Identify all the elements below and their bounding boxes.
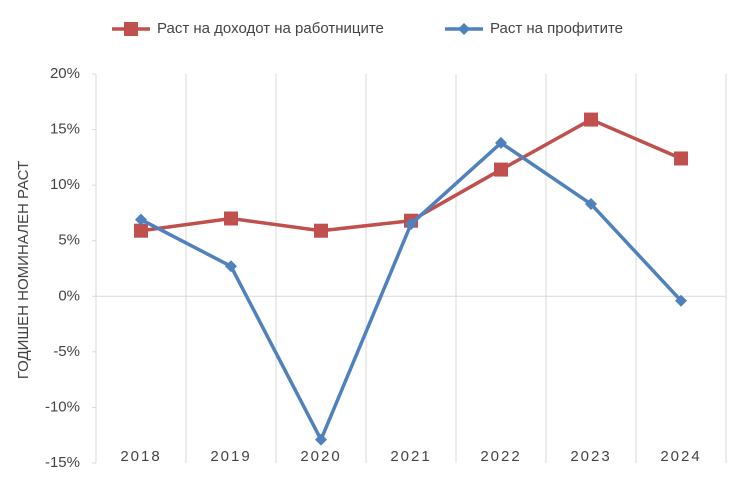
data-point: [314, 223, 328, 238]
data-point: [495, 136, 507, 149]
y-tick-label: 0%: [58, 287, 80, 304]
data-point: [405, 218, 417, 231]
x-tick-label: 2023: [570, 448, 611, 465]
legend-marker: [458, 23, 470, 35]
x-tick-label: 2020: [300, 448, 341, 465]
y-tick-label: 20%: [50, 65, 80, 82]
data-point: [224, 211, 238, 226]
data-point: [675, 294, 687, 307]
data-point: [135, 213, 147, 226]
y-tick-label: 5%: [58, 232, 80, 249]
data-point: [494, 162, 508, 177]
legend-label: Раст на профитите: [490, 20, 623, 37]
y-tick-label: 10%: [50, 176, 80, 193]
x-tick-label: 2021: [390, 448, 431, 465]
series-line: [140, 141, 683, 442]
data-point: [134, 223, 148, 238]
y-tick-label: -15%: [45, 454, 80, 471]
x-tick-label: 2018: [120, 448, 161, 465]
x-tick-label: 2019: [210, 448, 251, 465]
data-point: [584, 112, 598, 127]
legend-label: Раст на доходот на работниците: [157, 20, 384, 37]
data-point: [674, 151, 688, 166]
x-tick-label: 2022: [480, 448, 521, 465]
data-point: [225, 260, 237, 273]
data-point: [315, 433, 327, 446]
y-tick-label: -5%: [53, 343, 80, 360]
y-tick-label: -10%: [45, 398, 80, 415]
x-tick-label: 2024: [660, 448, 701, 465]
legend-marker: [124, 22, 138, 36]
y-axis-title: ГОДИШЕН НОМИНАЛЕН РАСТ: [15, 161, 32, 379]
y-tick-label: 15%: [50, 121, 80, 138]
data-point: [585, 198, 597, 211]
